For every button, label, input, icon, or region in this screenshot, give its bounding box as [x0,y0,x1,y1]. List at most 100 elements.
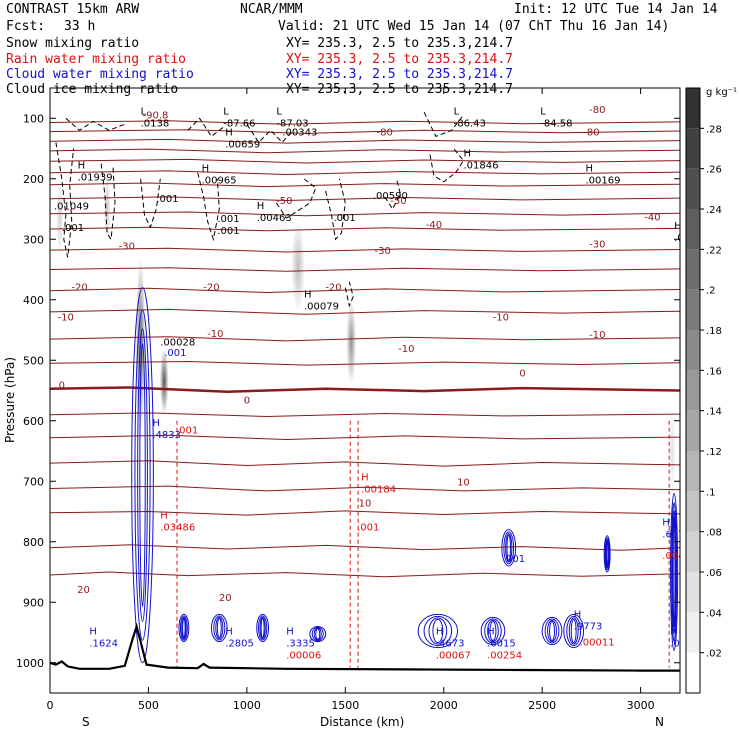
cloud-water-contour [257,615,268,641]
org-label: NCAR/MMM [240,2,303,17]
cloud-water-contour [213,615,226,641]
plot-frame [49,87,681,694]
plot-layers: 20 20 10 10 0 0 0 -10 -10 -10 -10 -10 -20 -20 -20 -30 -3… [50,105,696,672]
colorbar-tick-label: .12 [706,447,722,458]
field-xy-cloud-water: XY= 235.3, 2.5 to 235.3,214.7 [286,67,513,82]
extremum-value: .9773 [574,622,603,633]
cloud-water-contour [671,510,677,634]
snow-shading [56,178,64,258]
extremum-value: .001 [357,522,379,533]
extremum-tag: H [286,627,294,638]
fcst-value: 33 h [64,19,95,34]
cloud-water-contour [315,628,321,640]
extremum-value: .001 [176,426,198,437]
cloud-water-contour [506,534,511,562]
cloud-water-contour [260,617,265,638]
extremum-tag: H [662,518,670,529]
extremum-tag: H [463,149,471,160]
cloud-ice-contour [100,163,116,241]
extremum-tag: H [89,627,97,638]
x-tick-label: 0 [47,699,54,712]
cloud-water-contour [313,627,322,641]
cloud-water-contour [568,617,579,645]
extremum-value: .00006 [286,651,321,662]
extremum-value: .00184 [361,484,396,495]
cloud-ice-contour [55,142,75,258]
temperature-contour-label: 10 [457,477,470,488]
axes: 0 500 1000 1500 2000 2500 30001002003004005006… [16,88,680,712]
temperature-contour [50,148,680,154]
y-tick-label: 100 [23,112,44,125]
extremum-value: -84.58 [540,118,572,129]
temperature-contour-label: -50 [276,196,292,207]
temperature-contour-label: -30 [119,241,135,252]
extremum-tag: L [454,106,460,117]
temperature-contour-label: -30 [375,246,391,257]
extremum-value: -87.03 [276,118,308,129]
extremum-tag: H [225,627,233,638]
extremum-value: .000 [674,233,696,244]
extremum-value: .00463 [257,213,292,224]
cloud-water-contour [489,620,497,642]
colorbar-swatch [686,209,700,250]
field-xy-snow: XY= 235.3, 2.5 to 235.3,214.7 [286,36,513,51]
cloud-water-contour [605,540,609,568]
temperature-contour [50,226,680,232]
extremum-value: .001 [164,348,186,359]
colorbar-tick-label: .26 [706,165,722,176]
extremum-tag: H [586,164,594,175]
model-title: CONTRAST 15km ARW [6,2,139,17]
field-name-rain: Rain water mixing ratio [6,52,186,67]
cloud-water-contour [179,615,188,641]
cloud-water-contour [178,613,190,643]
cloud-ice-contour [65,117,125,131]
extremum-tag: H [436,627,444,638]
extremum-value: .00343 [282,127,317,138]
extremum-value: .4673 [436,639,465,650]
colorbar-swatch [686,168,700,209]
extremum-tag: H [674,221,682,232]
extremum-tag: H [202,164,210,175]
colorbar-tick-label: .24 [706,205,722,216]
cloud-water-contour [505,533,513,563]
cloud-water-contour [309,625,327,643]
field-name-cloud-ice: Cloud ice mixing ratio [6,82,178,97]
extremum-tag: L [141,106,147,117]
extremum-value: -87.66 [223,118,255,129]
field-xy-cloud-ice: XY= 235.3, 2.5 to 235.3,214.7 [286,82,513,97]
temperature-contour [50,510,680,516]
extremum-tag: L [540,106,546,117]
y-tick-label: 600 [23,415,44,428]
plot-area: 20 20 10 10 0 0 0 -10 -10 -10 -10 -10 -20 -20 -20 -30 -3… [50,105,696,672]
cloud-water-contour [670,492,679,652]
temperature-contour [50,336,680,342]
temperature-contour [50,460,680,467]
colorbar-tick-label: .08 [706,528,722,539]
x-end-label-north: N [655,715,664,729]
extremum-tag: H [304,290,312,301]
extremum-tag: H [78,161,86,172]
y-tick-label: 500 [23,354,44,367]
temperature-contour-label: -50 [390,196,406,207]
y-axis-label: Pressure (hPa) [3,357,17,443]
temperature-contour [50,308,680,315]
temperature-contour [50,138,680,144]
cloud-ice-contour [187,117,224,138]
extremum-value: .00079 [304,302,339,313]
extremum-value: .00965 [202,176,237,187]
temperature-contour-label: -20 [71,282,87,293]
temperature-contour-label: -80 [583,128,599,139]
cloud-water-contour [563,613,585,649]
snow-shading [291,221,305,312]
cloud-ice-contour [344,281,354,308]
extremum-value: -90.8 [143,110,169,121]
cloud-ice-contour [429,148,465,183]
temperature-contour-label: 0 [519,368,525,379]
colorbar-swatch [686,572,700,613]
extremum-value: .6015 [487,639,516,650]
cloud-water-contour [139,343,146,607]
init-time: Init: 12 UTC Tue 14 Jan 14 [514,2,718,17]
cloud-water-contour [134,309,151,641]
y-tick-label: 800 [23,536,44,549]
